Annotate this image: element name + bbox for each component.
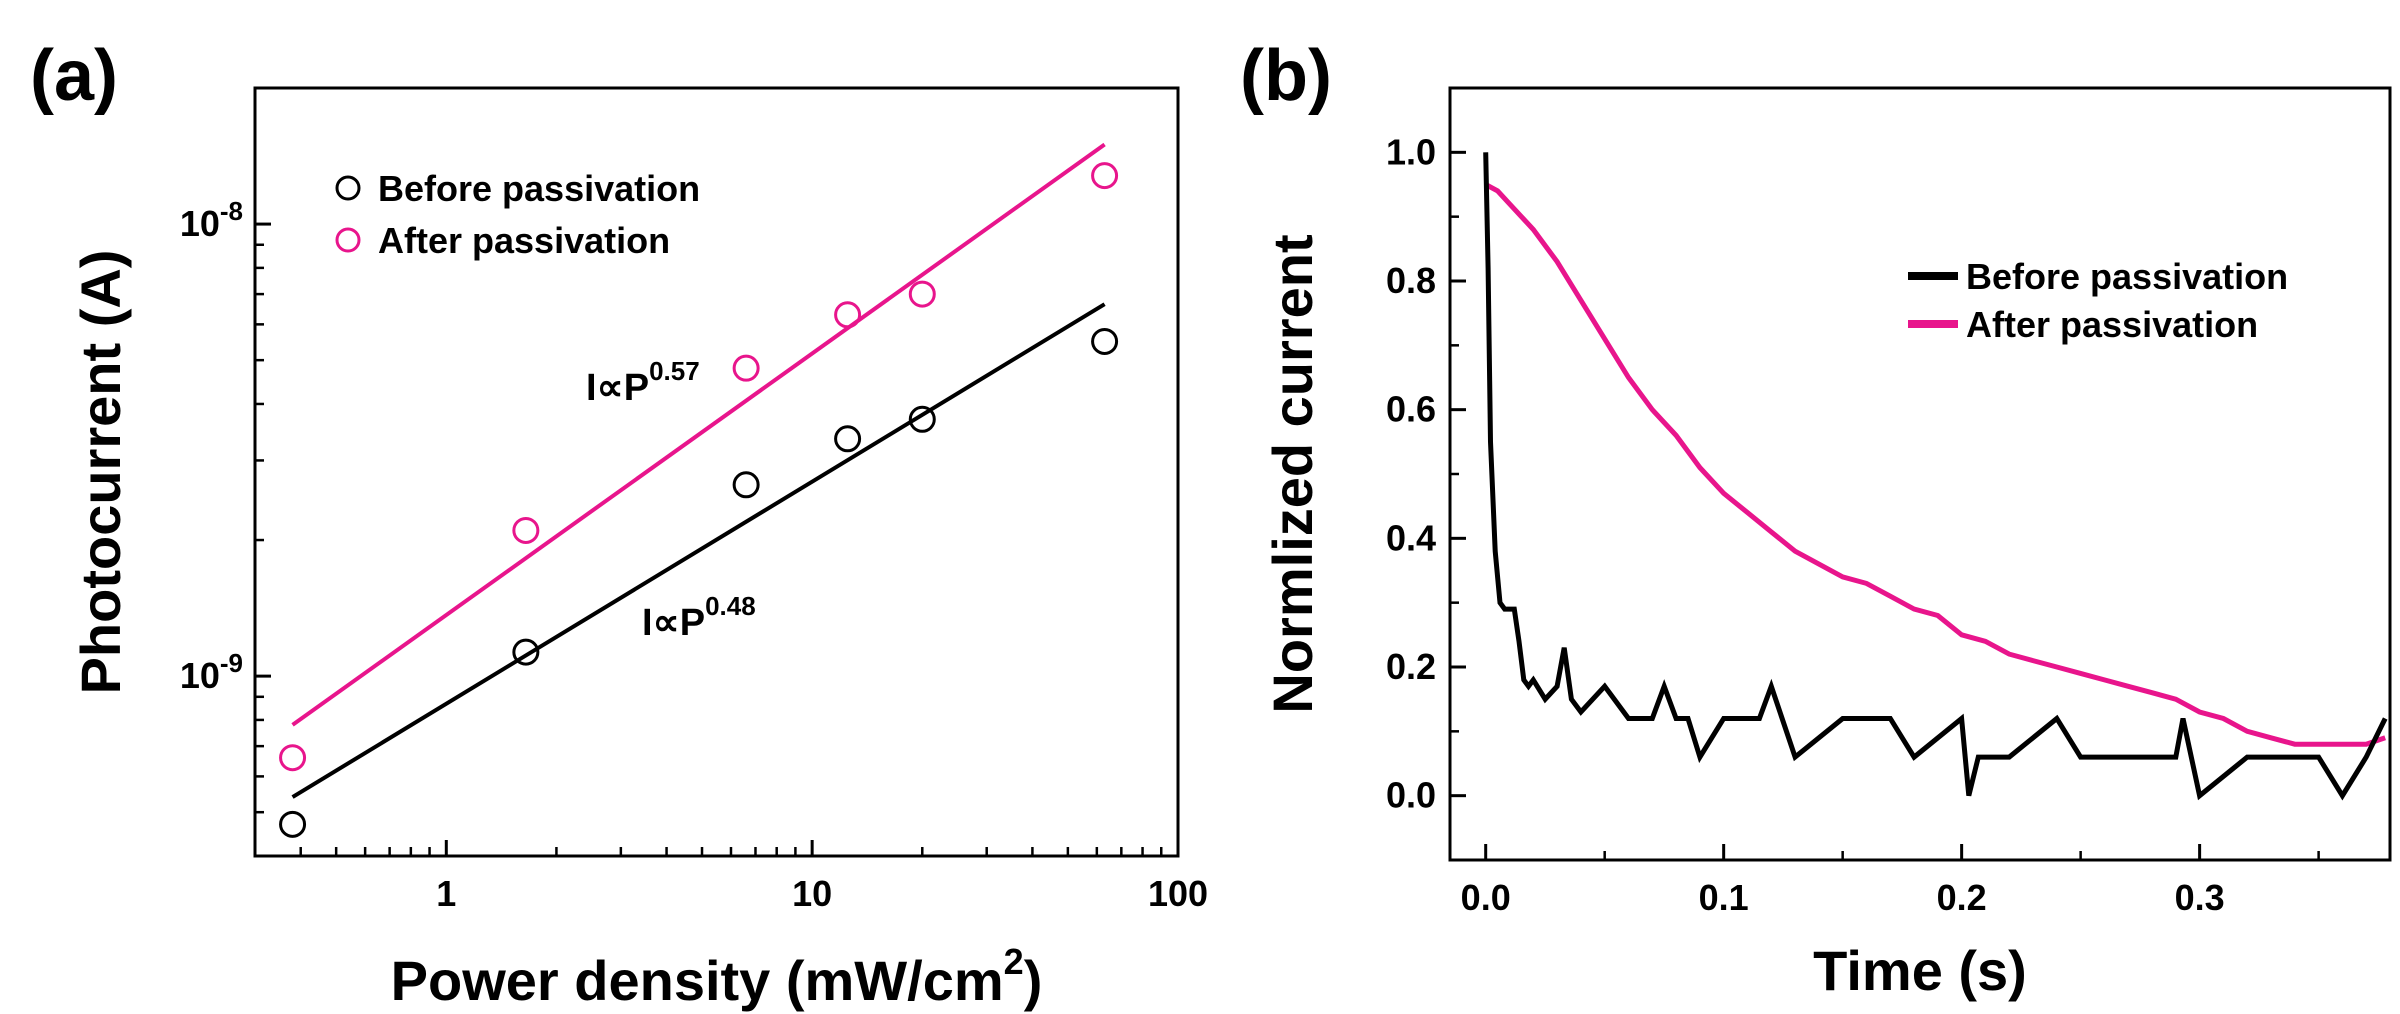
chart-a-y-tick-label: 10-8 [180, 196, 243, 244]
chart-a-x-tick-label: 1 [436, 873, 456, 914]
chart-a-legend-marker-before [335, 175, 361, 201]
chart-a-y-tick-label: 10-9 [180, 648, 243, 696]
chart-b-x-tick-label: 0.3 [2175, 877, 2225, 918]
chart-a-fit-line-before [291, 302, 1106, 799]
chart-a-point-after [279, 744, 307, 772]
chart-a-legend-label-after: After passivation [378, 220, 670, 261]
chart-a-point-after [732, 354, 760, 382]
chart-a-legend-marker-after [335, 227, 361, 253]
chart-a-point-before [834, 425, 862, 453]
chart-a-plot-frame [253, 86, 1180, 858]
chart-a-point-after [908, 280, 936, 308]
chart-b-series-line-before [1483, 152, 2388, 801]
chart-b-plot-frame [1448, 86, 2392, 862]
chart-b-y-tick-label: 0.2 [1386, 646, 1436, 687]
chart-a-fit-line-after [291, 142, 1106, 727]
chart-a-point-after [1091, 162, 1119, 190]
chart-b-legend-label-after: After passivation [1966, 304, 2258, 345]
chart-b: 0.0 0.1 0.2 0.30.00.20.40.60.81.0 Time (s) … [1261, 86, 2392, 1002]
chart-b-y-tick-label: 0.0 [1386, 775, 1436, 816]
chart-a-point-before [732, 471, 760, 499]
chart-a-x-tick-label: 10 [792, 873, 832, 914]
chart-a-annotation-after: I∝P0.57 [586, 356, 700, 409]
chart-a-point-before [908, 405, 936, 433]
chart-a-x-axis-title: Power density (mW/cm2) [391, 941, 1043, 1012]
chart-a-legend: Before passivation After passivation [335, 168, 700, 261]
chart-b-y-axis-title: Normlized current [1261, 234, 1324, 713]
panel-a-label: (a) [30, 36, 118, 116]
chart-b-x-tick-label: 0.0 [1461, 877, 1511, 918]
chart-b-series-line-after [1484, 182, 2386, 747]
chart-a-point-before [1091, 327, 1119, 355]
chart-a-y-axis-title: Photocurrent (A) [69, 250, 132, 695]
chart-b-y-tick-label: 0.4 [1386, 517, 1436, 558]
chart-b-x-axis-title: Time (s) [1813, 939, 2027, 1002]
chart-a-point-before [279, 810, 307, 838]
chart-a-point-after [834, 301, 862, 329]
chart-a-legend-label-before: Before passivation [378, 168, 700, 209]
chart-b-y-tick-label: 0.8 [1386, 260, 1436, 301]
chart-b-legend: Before passivation After passivation [1908, 256, 2288, 345]
chart-a: 1 10 100 10-9 10-8 Power density (mW/cm2) Ph… [69, 86, 1208, 1012]
chart-b-legend-label-before: Before passivation [1966, 256, 2288, 297]
chart-b-y-tick-label: 1.0 [1386, 131, 1436, 172]
chart-b-x-tick-label: 0.1 [1699, 877, 1749, 918]
chart-a-x-tick-label: 100 [1148, 873, 1208, 914]
chart-b-y-tick-label: 0.6 [1386, 389, 1436, 430]
chart-b-x-tick-label: 0.2 [1937, 877, 1987, 918]
panel-b-label: (b) [1240, 36, 1332, 116]
chart-a-point-before [512, 638, 540, 666]
chart-a-point-after [512, 516, 540, 544]
chart-a-annotation-before: I∝P0.48 [642, 591, 756, 644]
